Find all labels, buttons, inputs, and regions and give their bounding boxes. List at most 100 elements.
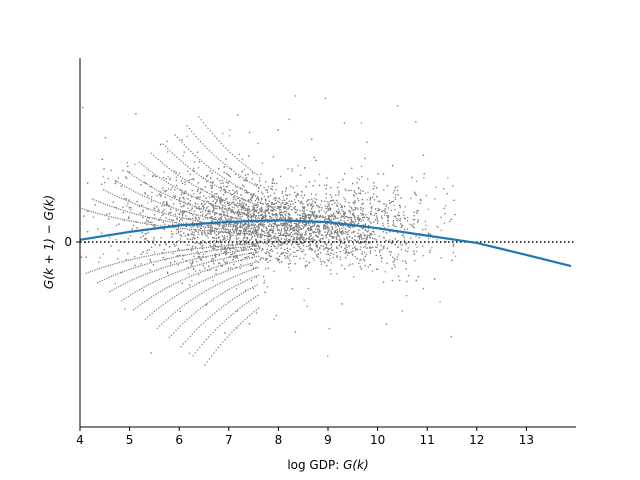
scatter-point [256, 312, 258, 314]
scatter-point [152, 281, 154, 284]
scatter-point [423, 177, 425, 179]
scatter-point [203, 341, 205, 343]
scatter-point [165, 181, 167, 183]
scatter-point [223, 245, 225, 247]
scatter-point [234, 267, 236, 270]
scatter-point [137, 265, 139, 268]
scatter-point [157, 158, 159, 161]
scatter-point [176, 244, 178, 246]
scatter-point [226, 263, 228, 265]
scatter-point [323, 210, 325, 212]
scatter-point [200, 281, 202, 283]
scatter-point [241, 305, 243, 308]
scatter-point [380, 260, 383, 263]
scatter-point [358, 179, 361, 181]
scatter-point [360, 220, 363, 222]
scatter-point [383, 237, 386, 239]
scatter-point [118, 208, 120, 210]
scatter-point [344, 198, 346, 201]
scatter-point [188, 317, 191, 319]
scatter-point [234, 204, 236, 207]
scatter-point [261, 228, 263, 230]
scatter-point [114, 194, 116, 197]
scatter-point [176, 156, 178, 158]
scatter-point [270, 195, 272, 197]
scatter-point [354, 255, 356, 258]
scatter-point [173, 170, 176, 172]
scatter-point [186, 238, 189, 241]
scatter-point [135, 307, 137, 309]
scatter-point [188, 352, 191, 355]
scatter-point [291, 170, 293, 172]
scatter-point [336, 228, 339, 231]
scatter-point [257, 261, 260, 263]
scatter-point [210, 168, 212, 170]
scatter-point [147, 255, 150, 257]
scatter-point [99, 280, 101, 283]
scatter-point [129, 235, 131, 237]
scatter-point [143, 206, 145, 208]
scatter-point [164, 193, 167, 196]
scatter-point [87, 271, 89, 274]
scatter-point [251, 277, 253, 279]
scatter-point [207, 237, 209, 239]
scatter-point [356, 216, 358, 219]
scatter-point [209, 130, 211, 132]
scatter-point [99, 213, 101, 215]
scatter-point [239, 307, 241, 309]
scatter-point [224, 230, 226, 232]
scatter-point [227, 149, 229, 151]
scatter-point [245, 264, 247, 266]
scatter-point [94, 212, 97, 214]
scatter-point [185, 192, 188, 194]
scatter-point [118, 286, 120, 288]
scatter-point [236, 196, 238, 198]
scatter-point [394, 196, 396, 199]
scatter-point [175, 176, 178, 178]
scatter-point [231, 232, 233, 234]
scatter-point [254, 204, 257, 207]
scatter-point [256, 243, 258, 245]
scatter-point [102, 175, 105, 178]
scatter-point [256, 173, 258, 176]
scatter-point [126, 186, 128, 189]
scatter-point [292, 235, 294, 238]
scatter-point [164, 220, 167, 222]
scatter-point [141, 163, 143, 165]
scatter-point [115, 179, 117, 182]
scatter-point [238, 266, 240, 268]
scatter-point [338, 229, 341, 231]
scatter-point [248, 270, 250, 272]
scatter-point [251, 257, 254, 259]
scatter-point [352, 263, 354, 265]
scatter-point [240, 175, 242, 177]
scatter-point [131, 279, 133, 281]
scatter-point [377, 209, 379, 212]
scatter-point [219, 160, 222, 162]
scatter-point [250, 299, 252, 301]
scatter-point [248, 278, 251, 280]
scatter-point [199, 198, 201, 201]
scatter-point [120, 209, 122, 211]
scatter-point [279, 175, 282, 178]
scatter-point [134, 258, 136, 260]
scatter-point [402, 211, 405, 213]
scatter-point [236, 296, 238, 298]
scatter-point [244, 256, 246, 259]
scatter-point [167, 182, 170, 184]
scatter-point [296, 185, 298, 187]
scatter-point [119, 182, 121, 185]
scatter-point [287, 227, 289, 230]
scatter-point [201, 199, 203, 202]
scatter-point [348, 265, 350, 267]
scatter-point [126, 205, 128, 207]
scatter-point [94, 269, 96, 271]
scatter-point [155, 189, 158, 191]
scatter-point [287, 253, 289, 255]
scatter-point [216, 173, 219, 175]
scatter-point [152, 209, 154, 211]
scatter-point [209, 316, 211, 318]
scatter-point [184, 254, 186, 256]
scatter-point [187, 260, 189, 262]
scatter-point [280, 203, 282, 205]
